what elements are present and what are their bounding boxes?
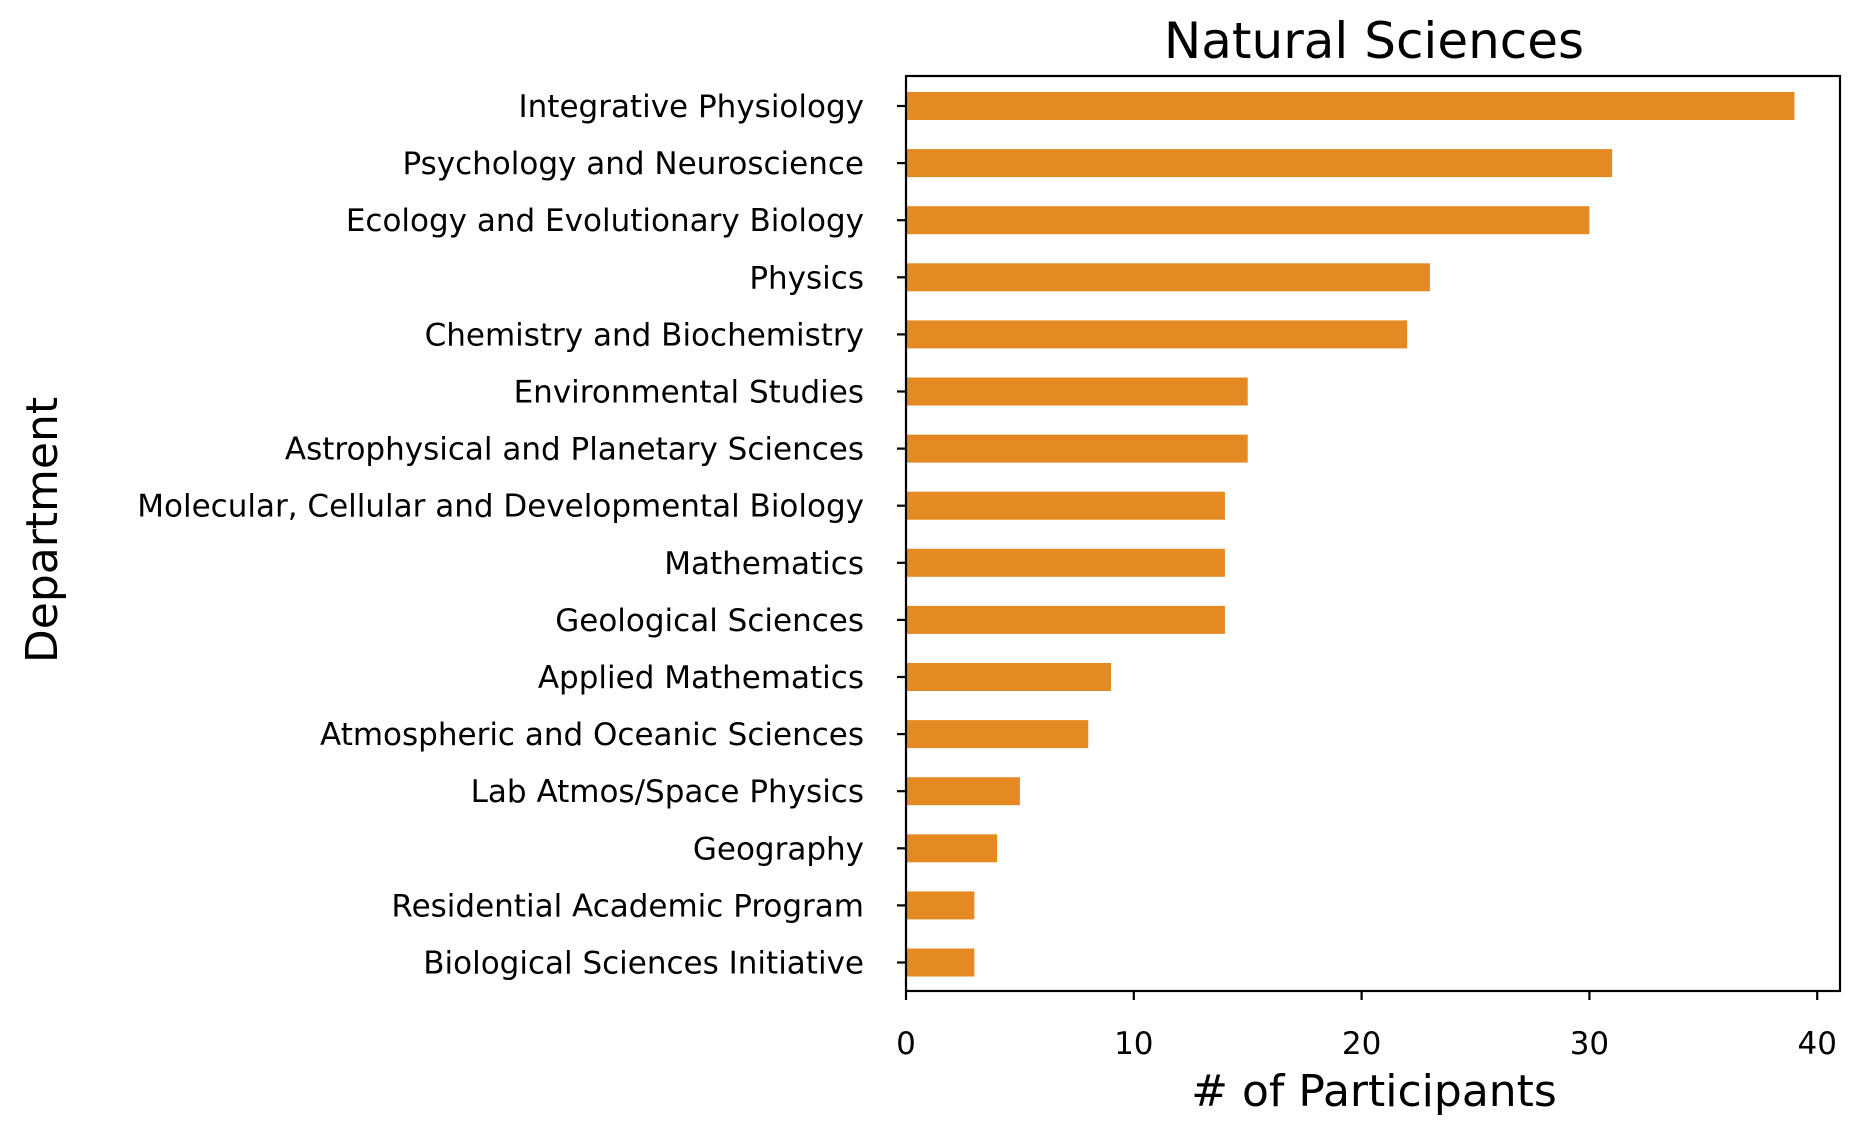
y-tick-label: Geography [693, 831, 864, 867]
y-tick-label: Physics [749, 260, 864, 296]
bar [906, 663, 1112, 691]
y-tick-label: Geological Sciences [555, 603, 864, 639]
y-tick-label: Environmental Studies [514, 375, 864, 411]
bar [906, 720, 1089, 749]
bar [906, 548, 1225, 577]
y-tick-label: Chemistry and Biochemistry [425, 317, 864, 353]
chart-title: Natural Sciences [1164, 12, 1584, 70]
y-tick-label: Mathematics [664, 546, 864, 582]
bar [906, 377, 1248, 406]
bar [906, 605, 1225, 634]
y-tick-label: Biological Sciences Initiative [423, 946, 864, 982]
y-tick-label: Psychology and Neuroscience [402, 146, 864, 182]
y-tick-label: Residential Academic Program [391, 888, 864, 924]
bar [906, 92, 1795, 120]
bar [906, 149, 1613, 178]
plot-frame [904, 74, 1842, 993]
x-tick-label: 20 [1342, 1026, 1381, 1062]
bar [906, 206, 1590, 235]
y-tick-label: Ecology and Evolutionary Biology [346, 203, 864, 239]
ticks-layer: Integrative Physiology Psychology and Neu… [137, 89, 1837, 1062]
y-tick-label: Atmospheric and Oceanic Sciences [320, 717, 864, 753]
bar [906, 891, 975, 920]
y-tick-label: Applied Mathematics [538, 660, 864, 696]
x-tick-label: 30 [1570, 1026, 1609, 1062]
bar [906, 948, 975, 977]
bars-layer [906, 92, 1795, 977]
bar [906, 263, 1430, 292]
y-axis-label: Department [17, 397, 68, 663]
y-tick-label: Lab Atmos/Space Physics [471, 774, 864, 810]
bar [906, 320, 1408, 349]
y-tick-label: Astrophysical and Planetary Sciences [285, 432, 864, 468]
x-tick-label: 40 [1797, 1026, 1836, 1062]
bar [906, 491, 1225, 520]
y-tick-label: Molecular, Cellular and Developmental Bi… [137, 489, 864, 525]
y-tick-label: Integrative Physiology [519, 89, 865, 125]
x-axis-label: # of Participants [1191, 1066, 1557, 1117]
x-tick-label: 0 [896, 1026, 916, 1062]
bar [906, 834, 998, 863]
x-tick-label: 10 [1114, 1026, 1153, 1062]
bar [906, 434, 1248, 463]
bar [906, 777, 1020, 806]
